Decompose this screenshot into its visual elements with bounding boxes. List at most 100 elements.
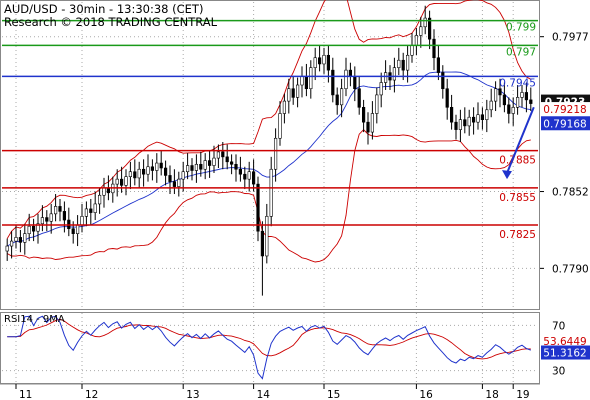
candle-body <box>449 107 454 123</box>
candle <box>133 159 137 186</box>
candle <box>49 203 53 234</box>
candle <box>339 78 344 118</box>
candle-body <box>71 228 75 234</box>
candle <box>427 10 432 50</box>
candle <box>45 210 49 232</box>
candle-body <box>115 178 119 185</box>
candle <box>247 161 251 192</box>
candle <box>146 154 150 182</box>
candle <box>335 87 339 115</box>
candle-body <box>18 237 23 243</box>
candle-body <box>313 57 317 68</box>
bollinger-lower-line <box>6 129 531 263</box>
candle <box>256 176 260 242</box>
x-tick-label: 19 <box>516 389 529 400</box>
moving-average <box>6 71 531 247</box>
candle <box>511 97 515 126</box>
candle-body <box>515 97 520 108</box>
candle-body <box>230 161 234 165</box>
candle <box>291 76 295 105</box>
candle <box>89 198 93 225</box>
candle <box>467 109 471 136</box>
candle <box>445 78 449 120</box>
candle-body <box>493 88 498 102</box>
candle-body <box>212 157 216 166</box>
candle-body <box>383 72 388 83</box>
level-lines: 0.799 0.797 0.7945 0.7885 0.7855 0.7825 <box>2 19 538 241</box>
candles <box>5 5 533 296</box>
candle-body <box>14 237 18 242</box>
candle <box>273 128 278 182</box>
candle-body <box>401 59 405 71</box>
candle-body <box>252 171 256 185</box>
candle-body <box>397 59 401 68</box>
candle <box>260 221 265 296</box>
candle <box>520 85 524 108</box>
candle-body <box>273 137 278 170</box>
candle-body <box>53 206 58 215</box>
candle <box>203 153 207 180</box>
candle-body <box>76 224 80 234</box>
candle-body <box>524 92 528 101</box>
candle-body <box>489 100 493 111</box>
rsi-ma-tag: 53.6449 <box>543 336 586 348</box>
candle <box>53 194 58 222</box>
candle <box>493 81 498 112</box>
candle-body <box>414 35 419 46</box>
candle-body <box>62 211 66 221</box>
candle <box>10 231 14 259</box>
candle-body <box>93 203 97 213</box>
candle <box>14 224 18 249</box>
candle <box>40 205 44 232</box>
price-tag-box <box>541 116 590 131</box>
candle <box>383 60 388 90</box>
candle-body <box>498 88 502 96</box>
candle <box>238 156 243 182</box>
candle-body <box>199 163 203 170</box>
candle-body <box>348 69 353 77</box>
candle-body <box>502 94 507 106</box>
candle-body <box>190 165 194 171</box>
candle <box>463 107 467 134</box>
candle <box>392 57 397 93</box>
candle-body <box>331 69 335 96</box>
candle <box>62 201 66 233</box>
candle <box>31 218 36 242</box>
candle-body <box>295 84 300 98</box>
candle <box>366 112 370 145</box>
candle-body <box>98 194 102 205</box>
y-tick-label: 0.7852 <box>552 187 589 199</box>
candle-body <box>366 121 370 133</box>
candle-body <box>36 223 40 232</box>
candle <box>137 161 141 188</box>
candle-body <box>353 76 357 90</box>
candle <box>515 85 520 115</box>
candle-body <box>361 107 366 123</box>
chart-header-line1: AUD/USD - 30min - 13:30:38 (CET) <box>4 2 203 16</box>
candle <box>243 166 247 190</box>
candle-body <box>287 88 291 102</box>
candle-body <box>45 217 49 222</box>
candle-body <box>480 114 485 120</box>
candle-body <box>23 233 27 243</box>
candle <box>529 87 533 112</box>
price-tag-label: 0.79218 <box>543 104 586 116</box>
candle-body <box>84 208 88 217</box>
rsi-tag-box <box>541 345 590 360</box>
candle <box>361 99 366 133</box>
candle <box>436 45 441 81</box>
candle-body <box>164 167 168 176</box>
candle <box>375 87 379 124</box>
candle <box>331 57 335 103</box>
candle <box>397 47 401 76</box>
rsi-tag-label: 51.3162 <box>543 348 586 360</box>
candle-body <box>339 88 344 106</box>
candle <box>524 82 528 113</box>
candle-body <box>370 113 375 133</box>
candle-body <box>335 94 339 106</box>
candle-body <box>146 166 150 175</box>
candle <box>115 169 119 197</box>
candle-body <box>467 116 471 127</box>
candle-body <box>225 156 229 163</box>
